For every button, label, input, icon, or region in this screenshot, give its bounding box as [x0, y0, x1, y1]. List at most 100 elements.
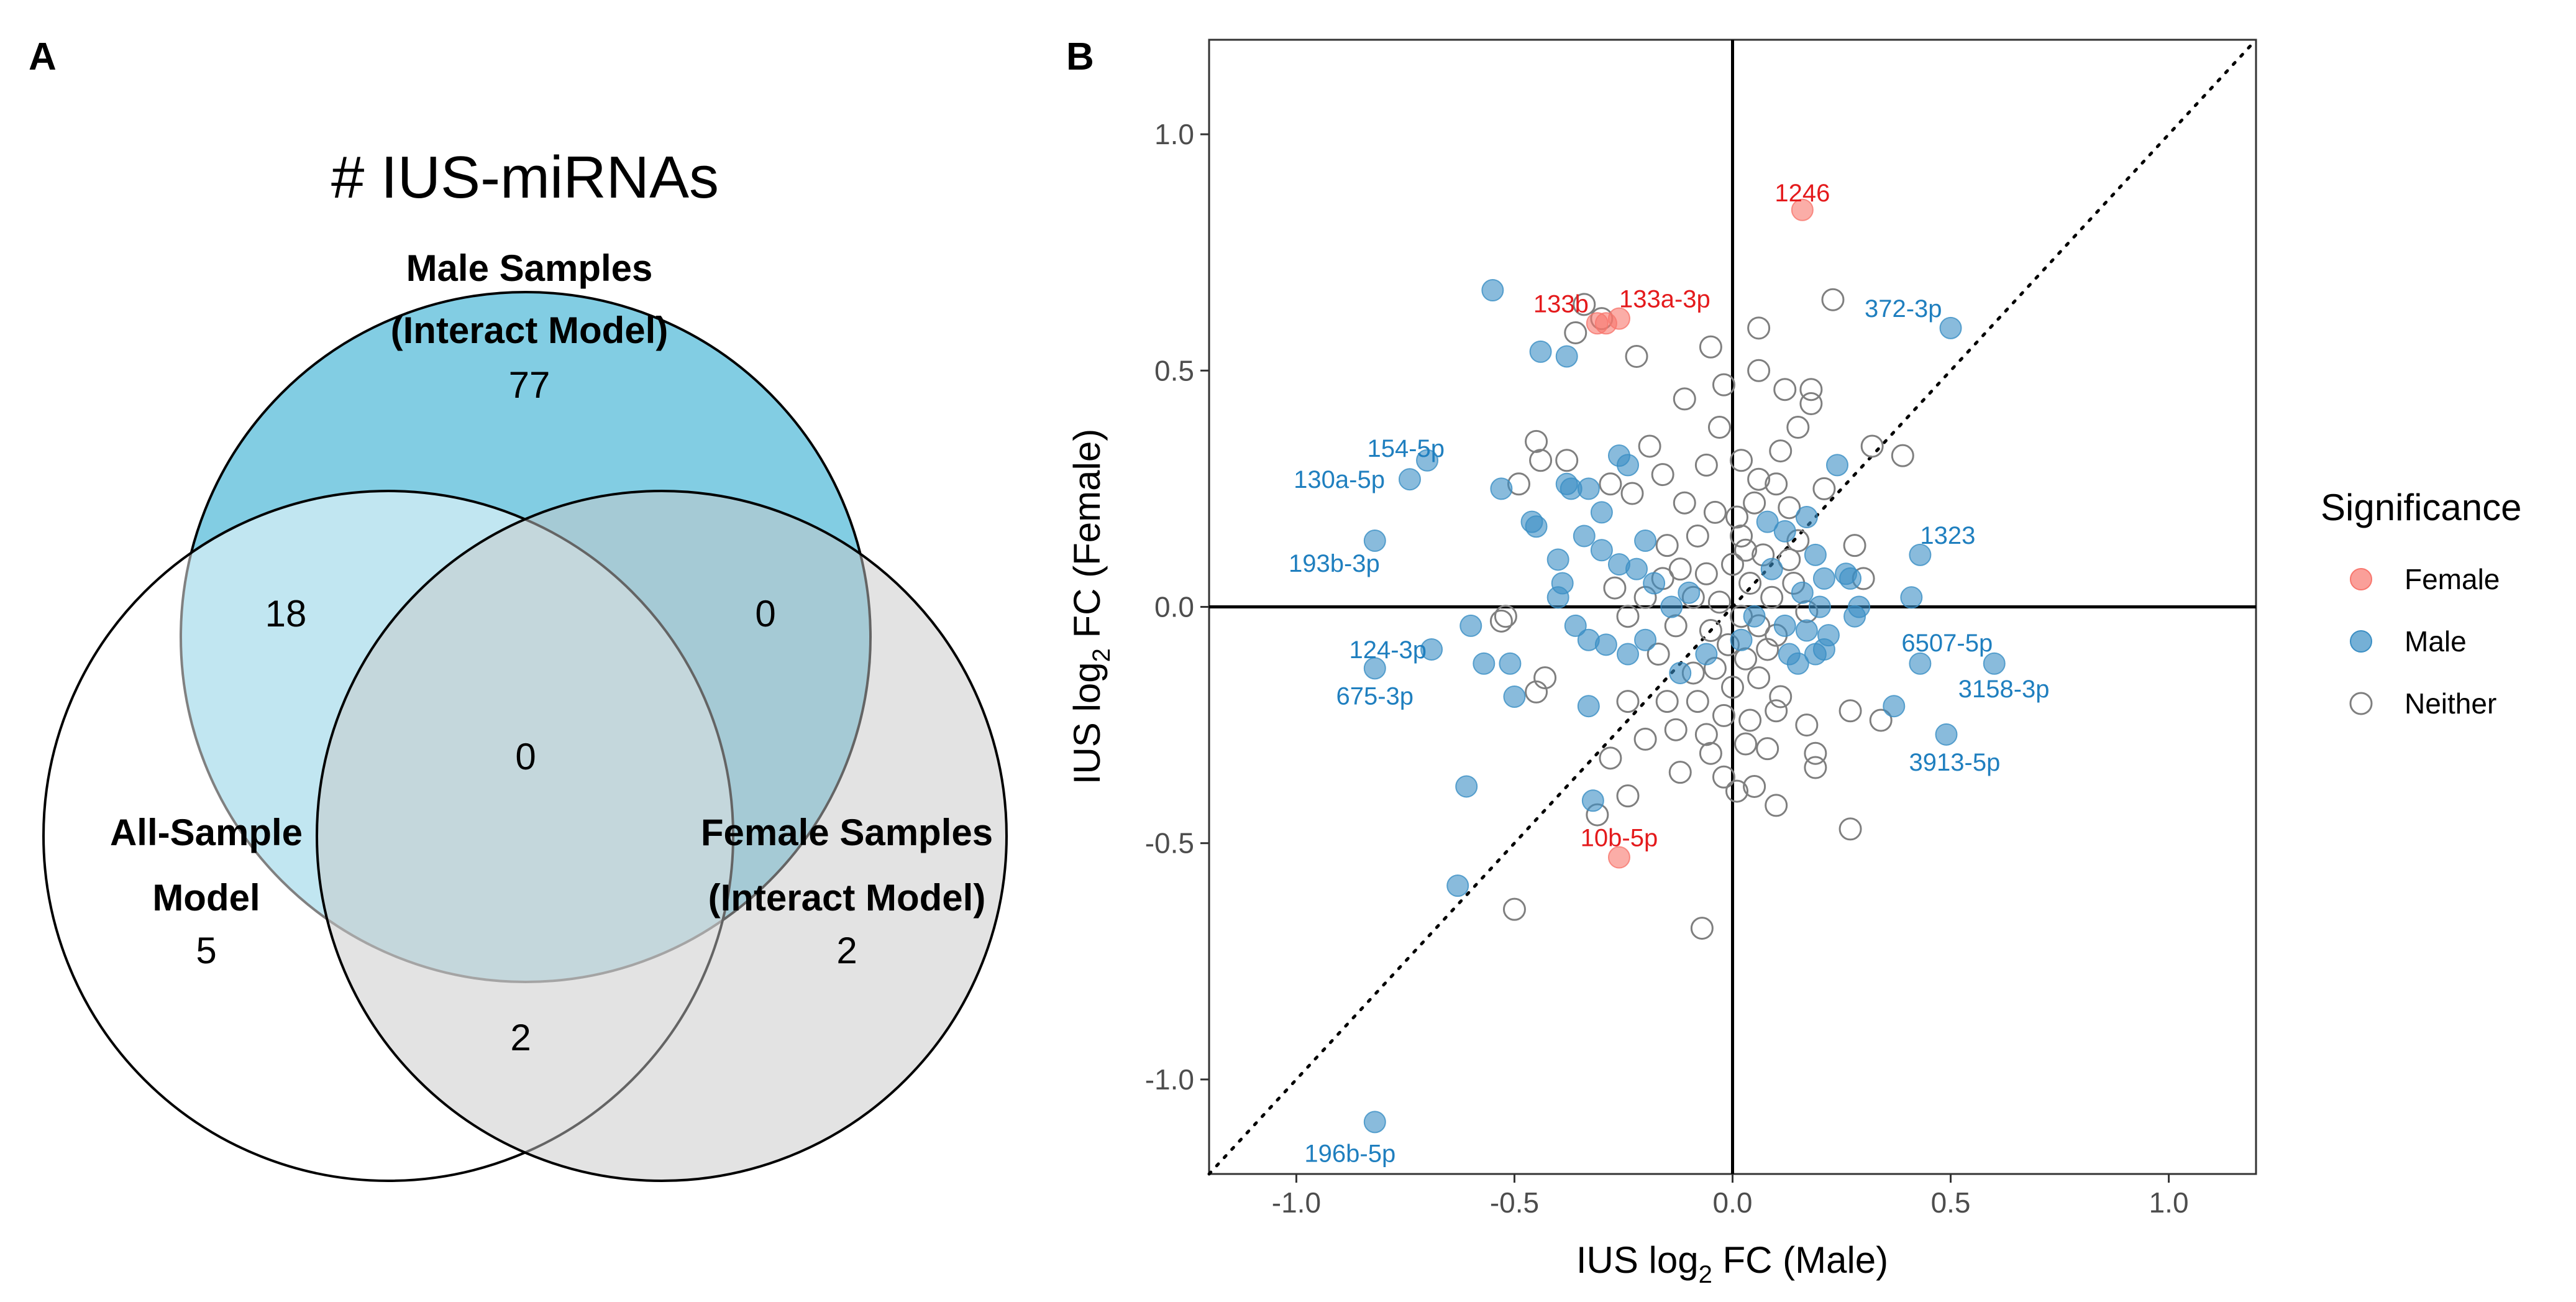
point-label: 1323 [1920, 522, 1975, 549]
point-male [1983, 652, 2006, 675]
point-neither [1769, 685, 1793, 708]
point-male [1420, 638, 1443, 661]
point-neither [1555, 449, 1579, 472]
point-male [1695, 643, 1718, 666]
point-label: 6507-5p [1901, 630, 1993, 657]
point-neither [1725, 505, 1749, 529]
point-neither [1616, 690, 1640, 713]
x-axis-ticks: -1.0 -0.5 0.0 0.5 1.0 [1272, 1174, 2189, 1219]
point-male [1843, 605, 1866, 628]
legend-label-neither: Neither [2405, 687, 2496, 720]
point-neither [1730, 524, 1753, 548]
point-neither [1502, 897, 1526, 921]
point-male [1455, 775, 1478, 798]
count-female-only: 2 [836, 930, 857, 971]
point-neither [1668, 557, 1692, 581]
point-neither [1778, 496, 1801, 520]
point-male [1573, 525, 1596, 548]
point-neither [1765, 699, 1788, 723]
point-neither [1838, 817, 1862, 841]
point-neither [1625, 344, 1648, 368]
point-male [1773, 614, 1796, 637]
point-neither [1707, 416, 1731, 439]
venn-circle-female [316, 490, 1008, 1182]
point-label: 675-3p [1336, 682, 1414, 710]
point-male [1730, 628, 1753, 651]
point-neither [1529, 449, 1553, 472]
point-neither [1573, 293, 1596, 316]
point-neither [1651, 463, 1674, 487]
point-male [1546, 548, 1569, 571]
point-male [1883, 695, 1906, 718]
point-neither [1765, 472, 1788, 496]
point-male [1581, 789, 1604, 812]
point-male [1791, 581, 1814, 604]
point-male [1812, 567, 1835, 590]
point-neither [1795, 713, 1819, 737]
legend-swatch-female [2350, 568, 2372, 590]
point-male [1909, 543, 1932, 566]
point-neither [1730, 449, 1753, 472]
point-neither [1799, 392, 1823, 416]
count-all-female: 2 [510, 1017, 531, 1058]
legend-swatch-neither [2349, 692, 2373, 715]
point-male [1669, 661, 1692, 684]
point-neither [1616, 784, 1640, 808]
point-male [1634, 530, 1657, 552]
point-male [1503, 685, 1526, 708]
point-neither [1778, 548, 1801, 571]
legend-swatch-male [2350, 630, 2372, 653]
count-male-female: 0 [755, 593, 775, 635]
count-all-only: 5 [196, 930, 216, 971]
point-neither [1620, 482, 1644, 505]
point-neither [1533, 666, 1557, 690]
point-neither [1769, 439, 1793, 463]
point-neither [1712, 765, 1735, 789]
y-axis-ticks: -1.0 -0.5 0.0 0.5 1.0 [1145, 118, 1209, 1096]
panel-b-label: B [1066, 35, 1094, 78]
point-neither [1686, 690, 1709, 713]
x-axis-title: IUS log2 FC (Male) [1576, 1239, 1888, 1288]
point-neither [1673, 387, 1696, 411]
point-neither [1756, 737, 1779, 761]
count-male-all: 18 [265, 593, 307, 635]
point-neither [1525, 429, 1548, 453]
point-neither [1756, 638, 1779, 661]
y-tick-label: 0.0 [1154, 591, 1194, 623]
point-female [1791, 198, 1814, 221]
point-neither [1804, 741, 1827, 765]
y-tick-label: -0.5 [1145, 827, 1194, 860]
count-male-only: 77 [509, 364, 550, 406]
point-neither [1743, 774, 1766, 798]
point-neither [1721, 552, 1744, 576]
point-neither [1494, 605, 1517, 628]
point-neither [1647, 643, 1670, 666]
point-male [1678, 581, 1701, 604]
point-neither [1821, 288, 1845, 311]
point-neither [1489, 609, 1513, 633]
set-label-male-line2: (Interact Model) [391, 309, 669, 351]
point-neither [1773, 378, 1797, 401]
point-male [1743, 605, 1766, 628]
point-label: 372-3p [1865, 295, 1942, 323]
point-male [1416, 449, 1439, 472]
point-neither [1804, 756, 1827, 779]
y-tick-label: 0.5 [1154, 354, 1194, 387]
point-neither [1699, 619, 1722, 643]
point-neither [1603, 576, 1627, 600]
point-neither [1712, 373, 1735, 397]
point-label: 130a-5p [1294, 466, 1385, 493]
point-male [1909, 652, 1932, 675]
scatter-plot: -1.0 -0.5 0.0 0.5 1.0 -1.0 -0.5 0.0 0.5 1.0 1246… [1145, 38, 2258, 1219]
point-neither [1799, 378, 1823, 401]
point-male [1643, 572, 1666, 595]
point-male [1577, 477, 1600, 500]
point-neither [1734, 732, 1758, 756]
point-female [1594, 312, 1617, 335]
point-male [1564, 614, 1587, 637]
point-male [1773, 520, 1796, 543]
point-neither [1599, 472, 1622, 496]
point-neither [1765, 794, 1788, 817]
x-tick-label: 0.5 [1931, 1186, 1971, 1219]
